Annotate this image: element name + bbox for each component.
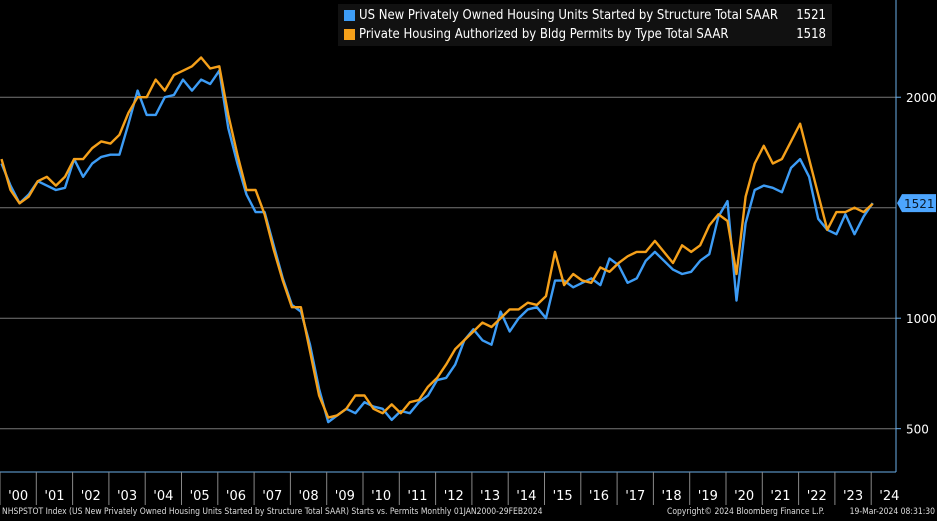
x-tick-label: '08 [298, 489, 318, 504]
x-tick-label: '11 [407, 489, 427, 504]
y-tick-label: 500 [906, 423, 929, 437]
footer-copyright: Copyright© 2024 Bloomberg Finance L.P. [667, 507, 825, 517]
y-axis: 500 1000 2000 [895, 0, 937, 472]
legend-value-permits: 1518 [796, 27, 826, 42]
legend-label-permits: Private Housing Authorized by Bldg Permi… [359, 27, 729, 42]
x-tick-label: '02 [81, 489, 101, 504]
last-value-text: 1521 [904, 197, 935, 211]
series-line-starts [0, 69, 874, 424]
x-tick-label: '12 [444, 489, 464, 504]
y-tick-label: 1000 [906, 312, 937, 326]
series-lines [0, 56, 874, 424]
x-tick-label: '03 [117, 489, 137, 504]
x-tick-label: '24 [879, 489, 899, 504]
x-tick-label: '20 [734, 489, 754, 504]
x-tick-label: '22 [807, 489, 827, 504]
legend-swatch-starts [344, 10, 355, 21]
last-value-label: 1521 [897, 194, 936, 213]
footer-timestamp: 19-Mar-2024 08:31:30 [849, 507, 935, 517]
x-tick-label: '07 [262, 489, 282, 504]
x-tick-label: '17 [625, 489, 645, 504]
legend: US New Privately Owned Housing Units Sta… [338, 4, 832, 46]
x-axis: '00 '01 '02 '03 '04 '05 '06 '07 '08 '09 '10 '11 '12 '… [0, 471, 899, 505]
x-tick-label: '00 [8, 489, 28, 504]
y-tick-label: 2000 [906, 91, 937, 105]
series-line-permits [0, 56, 874, 419]
x-tick-label: '01 [44, 489, 64, 504]
x-tick-label: '21 [770, 489, 790, 504]
x-tick-label: '06 [226, 489, 246, 504]
x-tick-label: '23 [843, 489, 863, 504]
x-tick-label: '13 [480, 489, 500, 504]
x-tick-label: '04 [153, 489, 173, 504]
x-tick-label: '05 [190, 489, 210, 504]
legend-item-permits: Private Housing Authorized by Bldg Permi… [344, 25, 826, 44]
x-tick-label: '18 [661, 489, 681, 504]
x-tick-label: '14 [516, 489, 536, 504]
x-tick-label: '09 [335, 489, 355, 504]
legend-item-starts: US New Privately Owned Housing Units Sta… [344, 6, 826, 25]
x-tick-label: '16 [589, 489, 609, 504]
x-tick-label: '15 [553, 489, 573, 504]
x-tick-label: '10 [371, 489, 391, 504]
footer: NHSPSTOT Index (US New Privately Owned H… [2, 507, 935, 517]
x-tick-label: '19 [698, 489, 718, 504]
gridlines [0, 96, 896, 430]
line-chart: '00 '01 '02 '03 '04 '05 '06 '07 '08 '09 '10 '11 '12 '… [0, 0, 937, 505]
legend-value-starts: 1521 [796, 8, 826, 23]
footer-description: NHSPSTOT Index (US New Privately Owned H… [2, 507, 543, 517]
last-value-badge [897, 194, 936, 213]
legend-label-starts: US New Privately Owned Housing Units Sta… [359, 8, 778, 23]
legend-swatch-permits [344, 29, 355, 40]
